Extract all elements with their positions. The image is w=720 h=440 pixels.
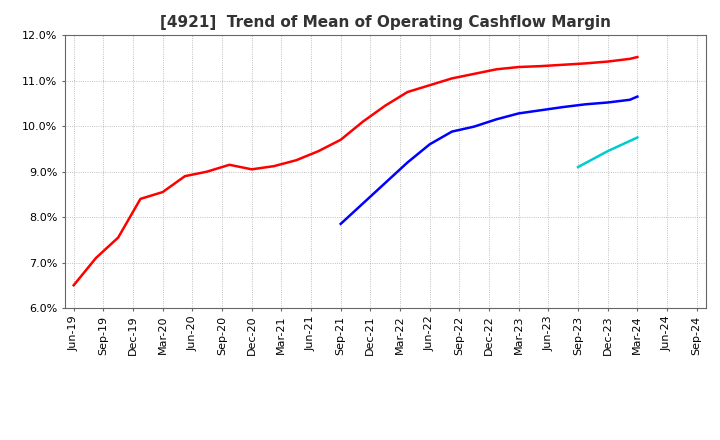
- 5 Years: [336, 221, 345, 227]
- 5 Years: [536, 107, 545, 113]
- 7 Years: [603, 149, 612, 154]
- 5 Years: [381, 180, 390, 186]
- 3 Years: [269, 164, 278, 169]
- 3 Years: [181, 173, 189, 179]
- 7 Years: [574, 165, 582, 170]
- 5 Years: [603, 100, 612, 105]
- 3 Years: [470, 71, 479, 77]
- 3 Years: [292, 158, 300, 163]
- 3 Years: [225, 162, 234, 167]
- Title: [4921]  Trend of Mean of Operating Cashflow Margin: [4921] Trend of Mean of Operating Cashfl…: [160, 15, 611, 30]
- 3 Years: [559, 62, 567, 67]
- 3 Years: [248, 167, 256, 172]
- 3 Years: [336, 137, 345, 143]
- 3 Years: [114, 235, 122, 240]
- 3 Years: [381, 103, 390, 108]
- 3 Years: [448, 76, 456, 81]
- 3 Years: [633, 55, 642, 60]
- 3 Years: [136, 196, 145, 202]
- 3 Years: [314, 149, 323, 154]
- 5 Years: [514, 111, 523, 116]
- 3 Years: [426, 83, 434, 88]
- Line: 3 Years: 3 Years: [73, 57, 637, 285]
- 5 Years: [626, 97, 634, 103]
- 5 Years: [448, 129, 456, 134]
- 3 Years: [403, 89, 412, 95]
- 5 Years: [492, 117, 501, 122]
- 3 Years: [69, 282, 78, 288]
- 3 Years: [626, 56, 634, 62]
- 3 Years: [359, 119, 367, 124]
- 5 Years: [559, 104, 567, 110]
- Line: 5 Years: 5 Years: [341, 97, 637, 224]
- 3 Years: [536, 63, 545, 69]
- Line: 7 Years: 7 Years: [578, 137, 637, 167]
- 3 Years: [203, 169, 212, 174]
- 5 Years: [633, 94, 642, 99]
- 5 Years: [403, 160, 412, 165]
- 5 Years: [359, 201, 367, 206]
- 7 Years: [633, 135, 642, 140]
- 5 Years: [581, 102, 590, 107]
- 3 Years: [91, 255, 100, 260]
- 5 Years: [470, 124, 479, 129]
- 3 Years: [514, 64, 523, 70]
- 5 Years: [426, 142, 434, 147]
- 3 Years: [492, 66, 501, 72]
- 3 Years: [603, 59, 612, 64]
- 3 Years: [581, 61, 590, 66]
- 3 Years: [158, 189, 167, 194]
